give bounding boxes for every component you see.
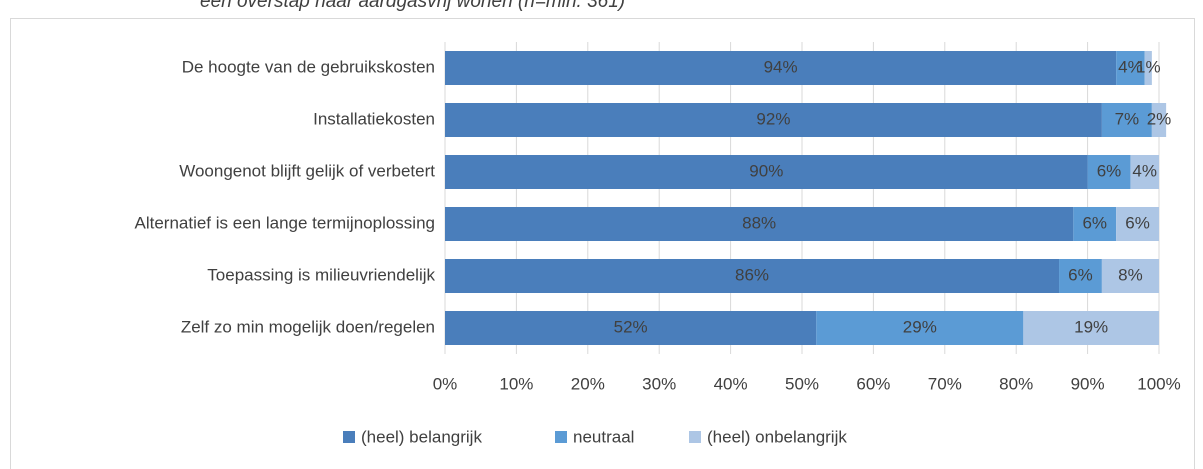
legend-label: neutraal (573, 427, 634, 446)
bar-segment (1130, 155, 1159, 189)
x-tick-label: 30% (642, 374, 676, 393)
data-label: 6% (1097, 161, 1122, 180)
x-tick-label: 100% (1137, 374, 1180, 393)
data-label: 4% (1132, 161, 1157, 180)
y-tick-label: De hoogte van de gebruikskosten (182, 57, 435, 76)
bar-segment (445, 259, 1060, 293)
data-label: 4% (1118, 57, 1143, 76)
data-label: 88% (742, 213, 776, 232)
legend-swatch (555, 431, 567, 443)
data-label: 92% (756, 109, 790, 128)
data-label: 8% (1118, 265, 1143, 284)
data-label: 6% (1068, 265, 1093, 284)
bar-segment (445, 207, 1074, 241)
x-tick-label: 40% (714, 374, 748, 393)
bar-segment (1116, 51, 1145, 85)
legend-label: (heel) onbelangrijk (707, 427, 847, 446)
data-label: 7% (1115, 109, 1140, 128)
legend-swatch (689, 431, 701, 443)
chart-title: een overstap naar aardgasvrij wonen (n=m… (200, 0, 625, 12)
x-tick-label: 90% (1071, 374, 1105, 393)
data-label: 6% (1125, 213, 1150, 232)
y-tick-label: Zelf zo min mogelijk doen/regelen (181, 317, 435, 336)
bar-segment (816, 311, 1024, 345)
data-label: 1% (1136, 57, 1161, 76)
bar-segment (1087, 155, 1131, 189)
bar-segment (1023, 311, 1159, 345)
data-label: 6% (1082, 213, 1107, 232)
bar-segment (445, 311, 817, 345)
bar-segment (445, 103, 1102, 137)
chart-frame (10, 18, 1195, 469)
bar-segment (445, 155, 1088, 189)
bar-segment (1101, 103, 1152, 137)
legend-swatch (343, 431, 355, 443)
y-tick-label: Installatiekosten (313, 109, 435, 128)
legend-label: (heel) belangrijk (361, 427, 482, 446)
data-label: 19% (1074, 317, 1108, 336)
x-tick-label: 10% (499, 374, 533, 393)
x-tick-label: 20% (571, 374, 605, 393)
bar-segment (1116, 207, 1159, 241)
x-tick-label: 50% (785, 374, 819, 393)
y-tick-label: Woongenot blijft gelijk of verbetert (179, 161, 435, 180)
bar-segment (445, 51, 1117, 85)
x-tick-label: 70% (928, 374, 962, 393)
data-label: 86% (735, 265, 769, 284)
bar-segment (1151, 103, 1167, 137)
data-label: 94% (764, 57, 798, 76)
bar-segment (1073, 207, 1117, 241)
data-label: 2% (1147, 109, 1172, 128)
data-label: 29% (903, 317, 937, 336)
x-tick-label: 0% (433, 374, 458, 393)
y-tick-label: Toepassing is milieuvriendelijk (207, 265, 435, 284)
data-label: 52% (614, 317, 648, 336)
bar-segment (1144, 51, 1152, 85)
data-label: 90% (749, 161, 783, 180)
x-tick-label: 60% (856, 374, 890, 393)
x-tick-label: 80% (999, 374, 1033, 393)
bar-segment (1059, 259, 1102, 293)
y-tick-label: Alternatief is een lange termijnoplossin… (134, 213, 435, 232)
bar-segment (1101, 259, 1159, 293)
